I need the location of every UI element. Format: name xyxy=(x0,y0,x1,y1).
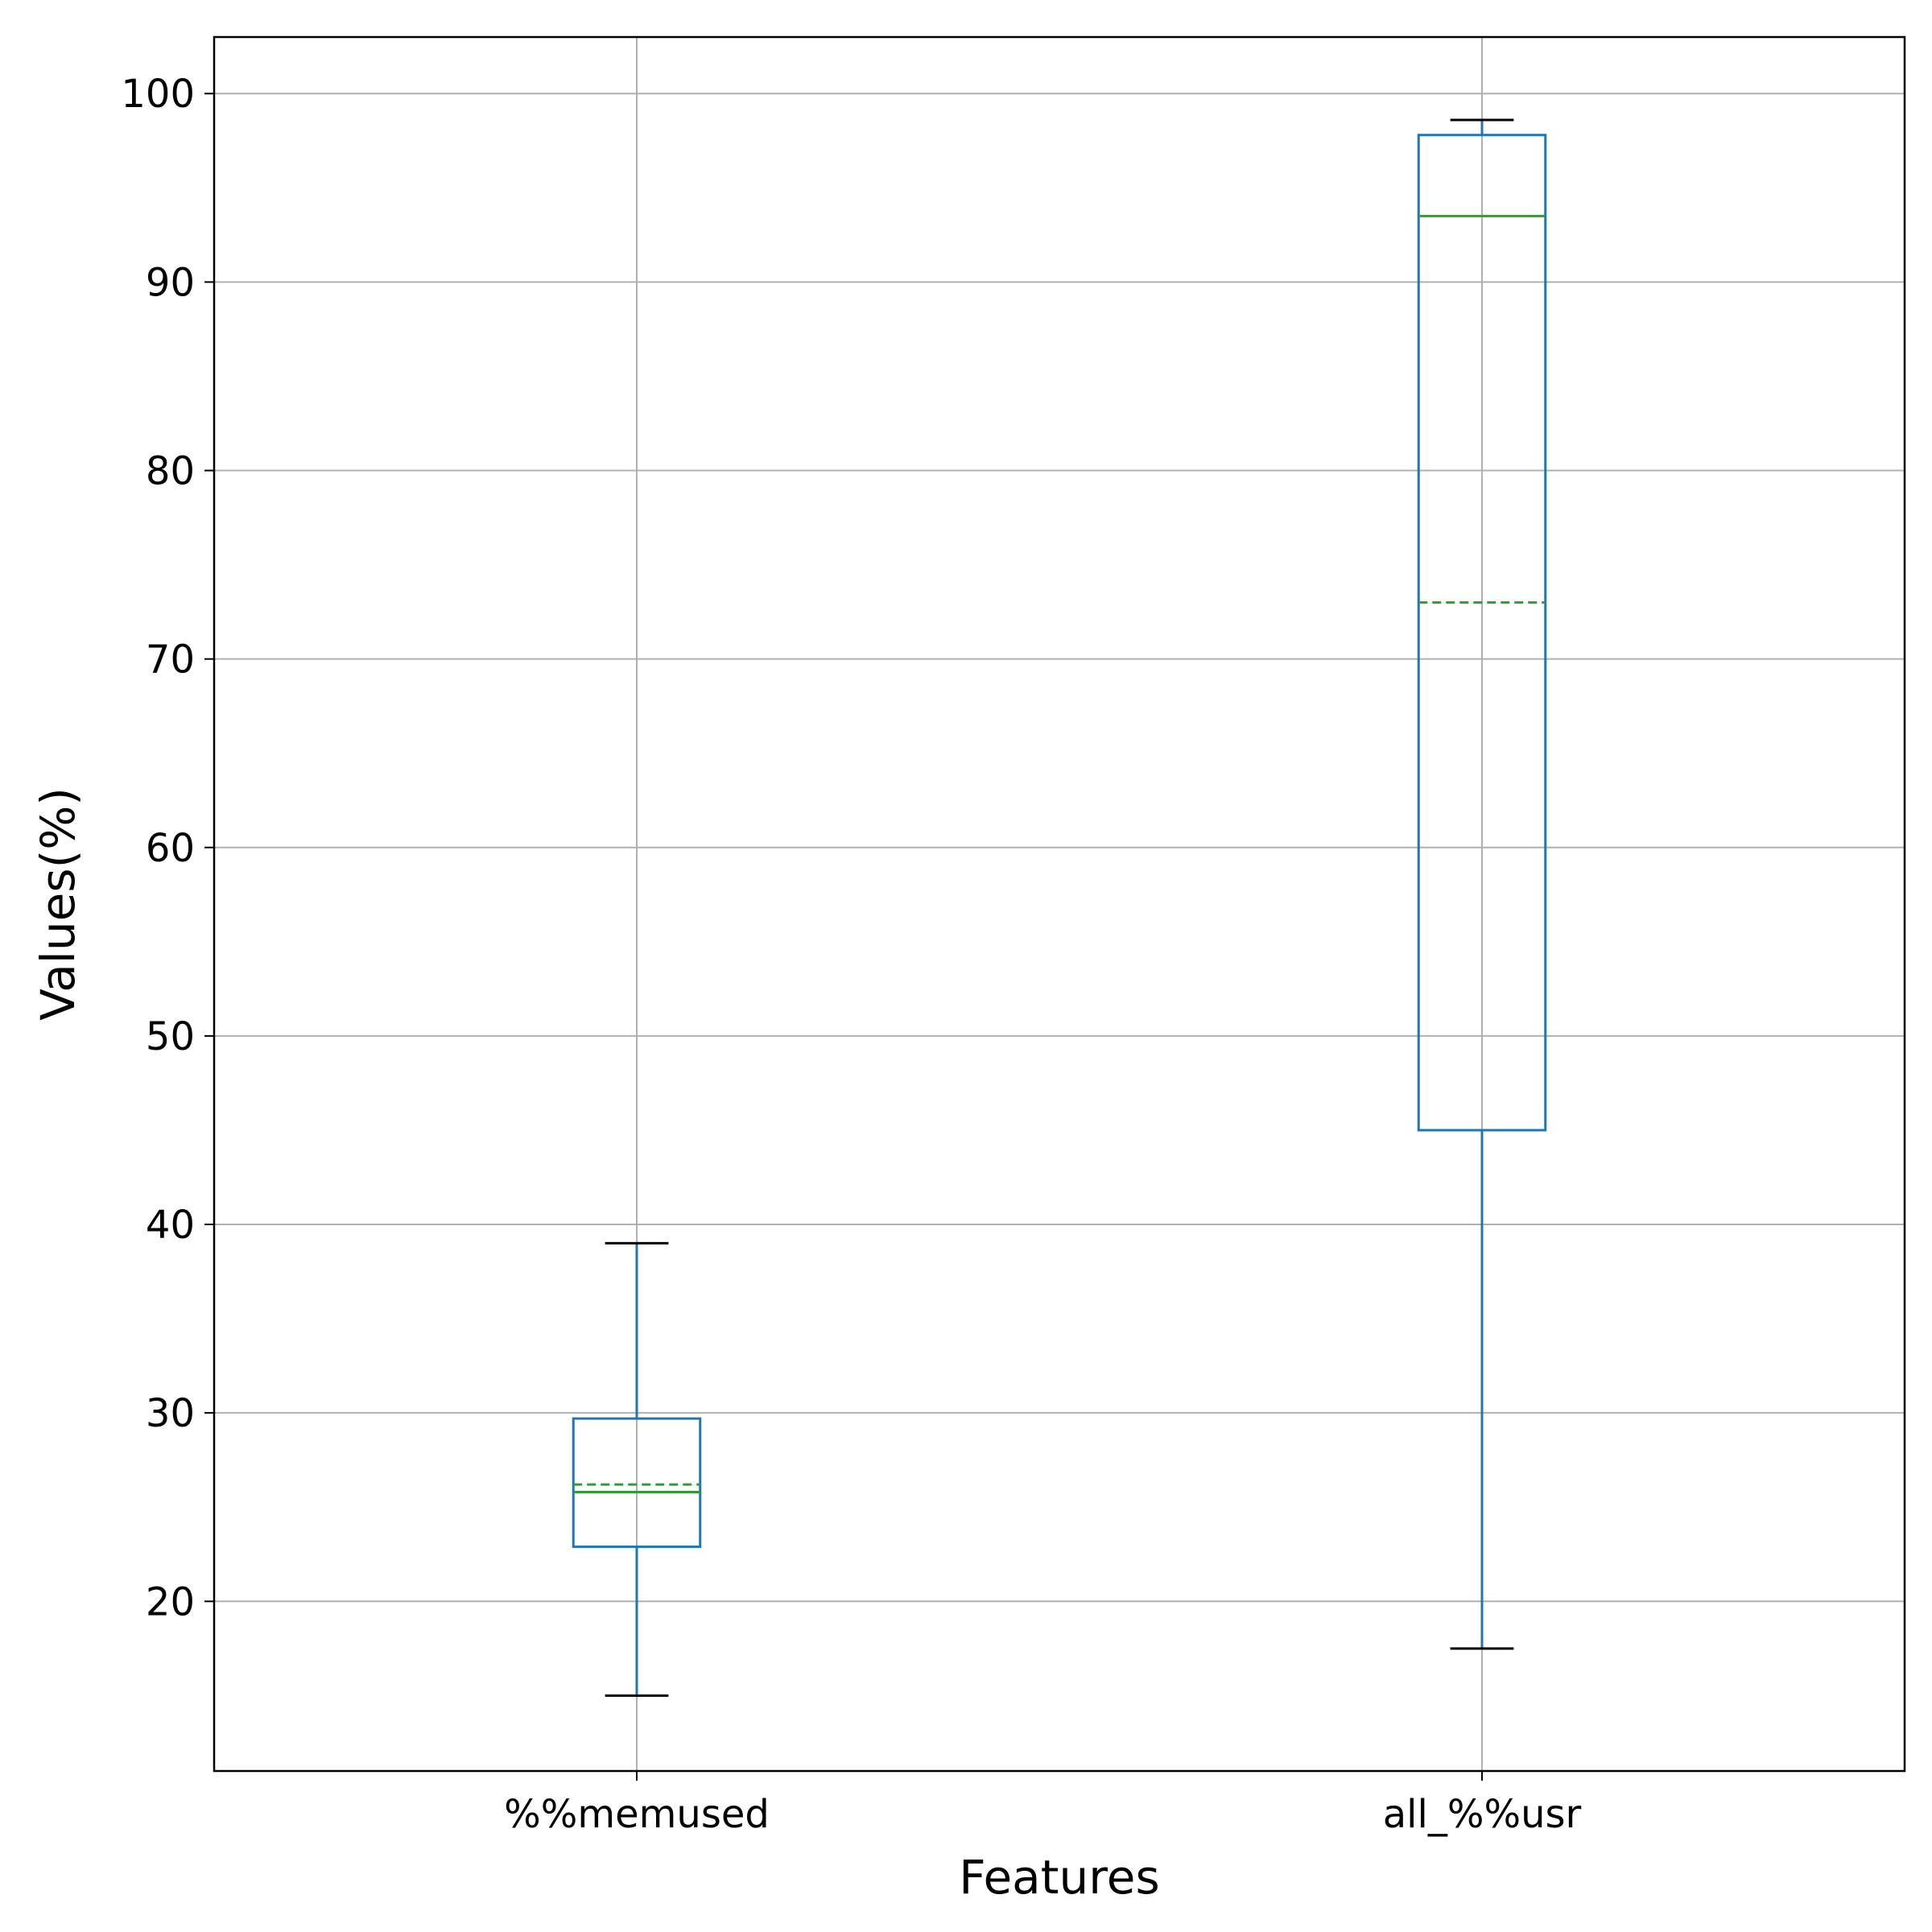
y-tick-label: 50 xyxy=(146,1014,195,1059)
plot-frame xyxy=(213,35,1906,1773)
x-axis-title: Features xyxy=(959,1850,1159,1905)
y-tick-label: 40 xyxy=(146,1203,195,1248)
grid-lines xyxy=(214,37,1905,1771)
y-axis-title: Values(%) xyxy=(31,787,85,1021)
iqr-box xyxy=(572,1417,702,1548)
box-group xyxy=(572,1241,702,1697)
y-tick-label: 30 xyxy=(146,1391,195,1436)
box-group xyxy=(1417,118,1547,1650)
x-axis-ticks: %%memused all_%%usr xyxy=(504,1771,1582,1837)
boxplots xyxy=(572,118,1547,1697)
y-tick-label: 80 xyxy=(146,449,195,494)
iqr-box xyxy=(1417,134,1547,1132)
x-tick-label: %%memused xyxy=(504,1792,770,1837)
x-tick-label: all_%%usr xyxy=(1383,1792,1582,1837)
y-tick-label: 20 xyxy=(146,1579,195,1624)
y-tick-label: 70 xyxy=(146,638,195,683)
y-tick-label: 60 xyxy=(146,826,195,871)
y-axis-ticks: 20 30 40 50 60 70 80 90 100 xyxy=(121,72,214,1624)
y-tick-label: 100 xyxy=(121,72,195,117)
y-tick-label: 90 xyxy=(146,260,195,305)
